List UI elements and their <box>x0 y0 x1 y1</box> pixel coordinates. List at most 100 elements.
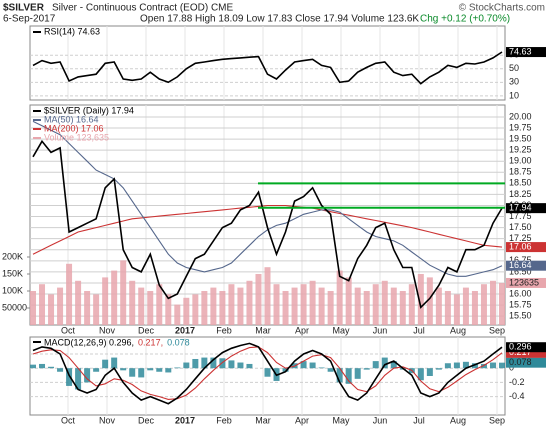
x-tick-label: Dec <box>138 325 155 335</box>
bar <box>39 284 46 325</box>
bar <box>345 277 352 325</box>
legend-entry: 0.217, <box>138 337 163 347</box>
legend-entry: MACD(12,26,9) 0.296, <box>44 337 134 347</box>
bar <box>111 270 118 325</box>
bar <box>75 280 82 325</box>
bar <box>264 368 271 377</box>
y-tick-label: 18.75 <box>509 167 532 177</box>
bar <box>156 284 163 325</box>
bar <box>102 277 109 325</box>
y-tick-label: 18.50 <box>509 178 532 188</box>
bar <box>273 284 280 325</box>
legend-swatch <box>33 341 41 343</box>
bar <box>30 364 36 369</box>
value-box <box>506 357 546 368</box>
legend-swatch <box>33 31 41 33</box>
bar <box>48 366 55 369</box>
bar <box>390 287 397 325</box>
symbol: $SILVER <box>3 3 45 14</box>
value-label: 123635 <box>509 277 539 287</box>
x-tick-label: Mar <box>255 325 271 335</box>
y-tick-label: 50 <box>509 63 519 73</box>
bar <box>156 368 163 372</box>
legend-swatch <box>33 110 41 112</box>
bar <box>417 368 424 381</box>
bar <box>201 290 208 325</box>
y-tick-label: 15.75 <box>509 299 532 309</box>
bar <box>93 368 100 372</box>
x-tick-label: 2017 <box>175 325 195 335</box>
x-tick-label: May <box>332 325 350 335</box>
value-box <box>506 277 546 288</box>
y-tick-label: 16.00 <box>509 288 532 298</box>
value-box <box>506 260 546 271</box>
y-tick-label: 19.25 <box>509 145 532 155</box>
x-tick-label: Jun <box>373 325 388 335</box>
bar <box>499 282 505 325</box>
bar <box>390 361 397 369</box>
bar <box>147 368 154 371</box>
change: Chg +0.12 (+0.70%) <box>420 14 510 25</box>
y2-tick-label: 200K <box>2 251 23 261</box>
x-tick-label: Sep <box>489 415 505 425</box>
bar <box>264 267 271 325</box>
bar <box>327 290 334 325</box>
bar <box>84 368 91 383</box>
value-box <box>506 342 546 353</box>
y-tick-label: 19.75 <box>509 122 532 132</box>
legend-entry: MA(50) 16.64 <box>44 114 99 124</box>
x-tick-label: Apr <box>295 415 309 425</box>
bar <box>399 290 406 325</box>
bar <box>426 368 433 376</box>
bar <box>408 284 415 325</box>
bar <box>57 287 64 325</box>
x-tick-label: Nov <box>99 415 116 425</box>
value-box <box>506 47 546 58</box>
bar <box>246 363 253 369</box>
x-tick-label: Nov <box>99 325 116 335</box>
bar <box>435 368 442 370</box>
bar <box>210 287 217 325</box>
bar <box>201 357 208 369</box>
legend-swatch <box>33 119 41 121</box>
bar <box>192 358 199 369</box>
x-tick-label: Feb <box>216 325 232 335</box>
bar <box>291 287 298 325</box>
bar <box>192 294 199 325</box>
bar <box>372 284 379 325</box>
x-tick-label: May <box>332 415 350 425</box>
chart-title: Silver - Continuous Contract (EOD) CME <box>52 3 233 14</box>
bar <box>453 362 460 369</box>
bar <box>165 294 172 325</box>
bar <box>183 297 190 325</box>
bar <box>66 368 73 386</box>
y-tick-label: 17.25 <box>509 233 532 243</box>
series-line <box>32 51 503 85</box>
series-line <box>32 342 503 405</box>
bar <box>66 263 73 325</box>
bar <box>120 368 127 371</box>
bar <box>174 304 181 325</box>
bar <box>300 361 307 369</box>
bar <box>345 368 352 384</box>
bar <box>462 287 469 325</box>
legend-entry: 0.078 <box>167 337 190 347</box>
x-tick-label: Aug <box>450 325 466 335</box>
legend-swatch <box>33 137 41 139</box>
bar <box>282 368 289 372</box>
bar <box>165 368 172 373</box>
bar <box>462 361 469 369</box>
y-tick-label: -0.4 <box>509 391 525 401</box>
bar <box>237 287 244 325</box>
legend-swatch <box>33 128 41 130</box>
bar <box>282 290 289 325</box>
value-label: 74.63 <box>509 46 532 56</box>
bar <box>219 358 226 369</box>
y-tick-label: 19.50 <box>509 133 532 143</box>
bar <box>174 367 181 369</box>
bar <box>318 367 325 369</box>
bar <box>129 280 136 325</box>
bar <box>219 290 226 325</box>
x-tick-label: 2017 <box>175 415 195 425</box>
bar <box>471 363 478 369</box>
